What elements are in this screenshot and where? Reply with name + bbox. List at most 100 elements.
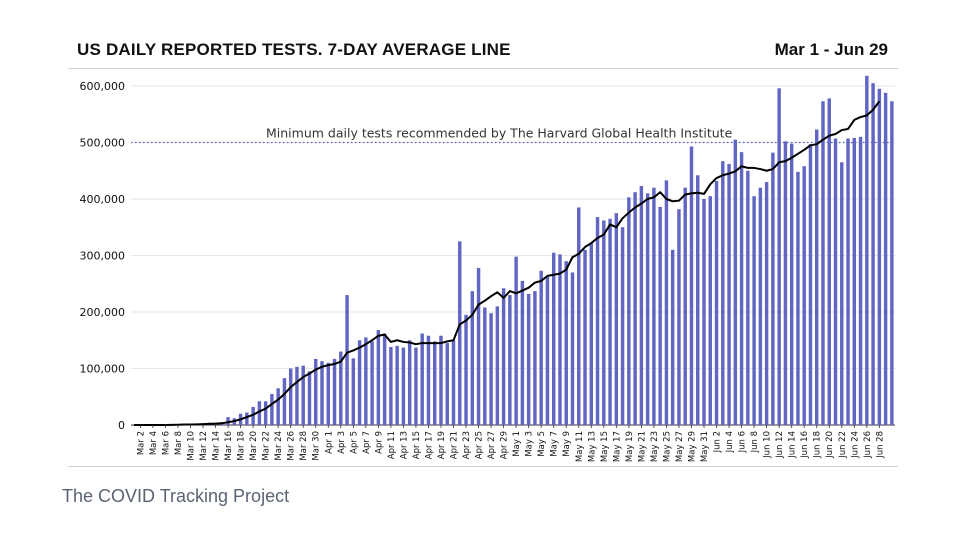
bar [852,137,857,426]
bar [602,220,606,425]
bar [683,187,687,425]
x-tick-label: May 21 [637,431,647,462]
bar [364,337,368,425]
x-tick-label: Apr 29 [500,431,510,459]
x-tick-label: Mar 22 [262,431,272,461]
x-tick-label: May 15 [600,431,610,462]
bar [326,362,330,425]
x-tick-label: Apr 21 [450,431,460,459]
bar [783,141,788,425]
bar [320,361,324,425]
x-tick-label: May 5 [537,431,547,457]
bar [664,180,669,425]
bar [877,88,882,425]
x-tick-label: Apr 11 [387,431,397,459]
bar [301,365,305,425]
x-tick-label: Mar 24 [274,431,284,461]
x-tick-label: May 7 [550,431,560,457]
bar [451,340,456,425]
x-tick-label: Apr 3 [337,431,347,454]
x-tick-label: Mar 2 [136,431,146,455]
x-tick-label: Mar 10 [186,431,196,461]
x-tick-label: May 13 [587,431,597,462]
x-tick-label: Jun 18 [813,431,823,459]
x-tick-label: Mar 14 [212,431,222,461]
bar [696,175,700,425]
bar [351,358,356,425]
x-tick-label: Apr 23 [462,431,472,459]
x-tick-label: Apr 15 [412,431,422,459]
bar [558,254,562,425]
bars [163,75,894,426]
x-tick-label: Jun 28 [875,431,885,459]
bar [802,166,806,426]
x-tick-label: Jun 8 [750,431,760,453]
reference-line-label: Minimum daily tests recommended by The H… [266,126,733,141]
x-tick-label: Apr 17 [424,431,434,459]
bar [476,267,481,425]
x-tick-label: May 3 [525,431,535,457]
x-tick-label: Apr 5 [349,431,359,454]
bar [827,98,831,426]
x-tick-label: May 27 [675,431,685,462]
x-tick-label: Jun 6 [738,431,748,453]
bar [858,136,863,425]
bar [376,330,381,425]
x-tick-label: May 19 [625,431,635,462]
x-tick-label: May 25 [662,431,672,462]
footer-credit: The COVID Tracking Project [62,486,290,506]
bar [501,288,506,425]
bar [846,138,850,426]
bar [520,280,525,425]
bar [670,249,675,425]
bar [689,146,694,425]
bar [865,75,869,425]
x-tick-label: May 1 [512,431,522,457]
y-axis-ticks: 0 100,000 200,000 300,000 400,000 500,000 600,… [80,80,126,432]
bar [307,371,312,425]
bar [370,341,374,425]
seven-day-average-line [134,100,881,426]
x-axis-ticks: Mar 2 Mar 4 Mar 6 Mar 8 Mar 10 Mar 12 Mar 14 Ma… [136,425,885,462]
bar [727,163,731,425]
bar [508,295,512,425]
bar [758,187,763,425]
bar [288,368,293,425]
bar [639,186,644,425]
header-divider [68,68,898,69]
x-tick-label: Mar 30 [312,431,322,461]
bar [777,88,781,425]
bar [357,340,362,425]
bar [426,335,431,425]
bar [389,347,393,425]
x-tick-label: Apr 7 [362,431,372,454]
bar [464,314,468,425]
bar [608,218,612,425]
bar [833,138,838,426]
y-tick-label: 400,000 [80,193,126,206]
bar [533,291,537,425]
x-tick-label: Jun 24 [850,431,860,459]
reference-line-group: Minimum daily tests recommended by The H… [131,126,895,144]
bar [295,366,299,425]
bar [564,261,568,425]
x-tick-label: May 29 [687,431,697,462]
bar [764,182,769,425]
bar [652,187,656,425]
bar [270,393,274,425]
x-tick-label: Mar 4 [149,431,159,455]
bar [702,199,706,425]
bar [314,358,318,425]
bar [345,295,349,425]
x-tick-label: Apr 9 [374,431,384,454]
x-tick-label: Jun 16 [800,431,810,459]
bar [245,412,249,425]
bar [658,206,662,425]
bar [577,207,581,425]
x-tick-label: Mar 16 [224,431,234,461]
bar [627,197,631,425]
bar [483,307,487,425]
x-tick-label: Apr 1 [324,431,334,454]
footer-divider [68,466,898,467]
